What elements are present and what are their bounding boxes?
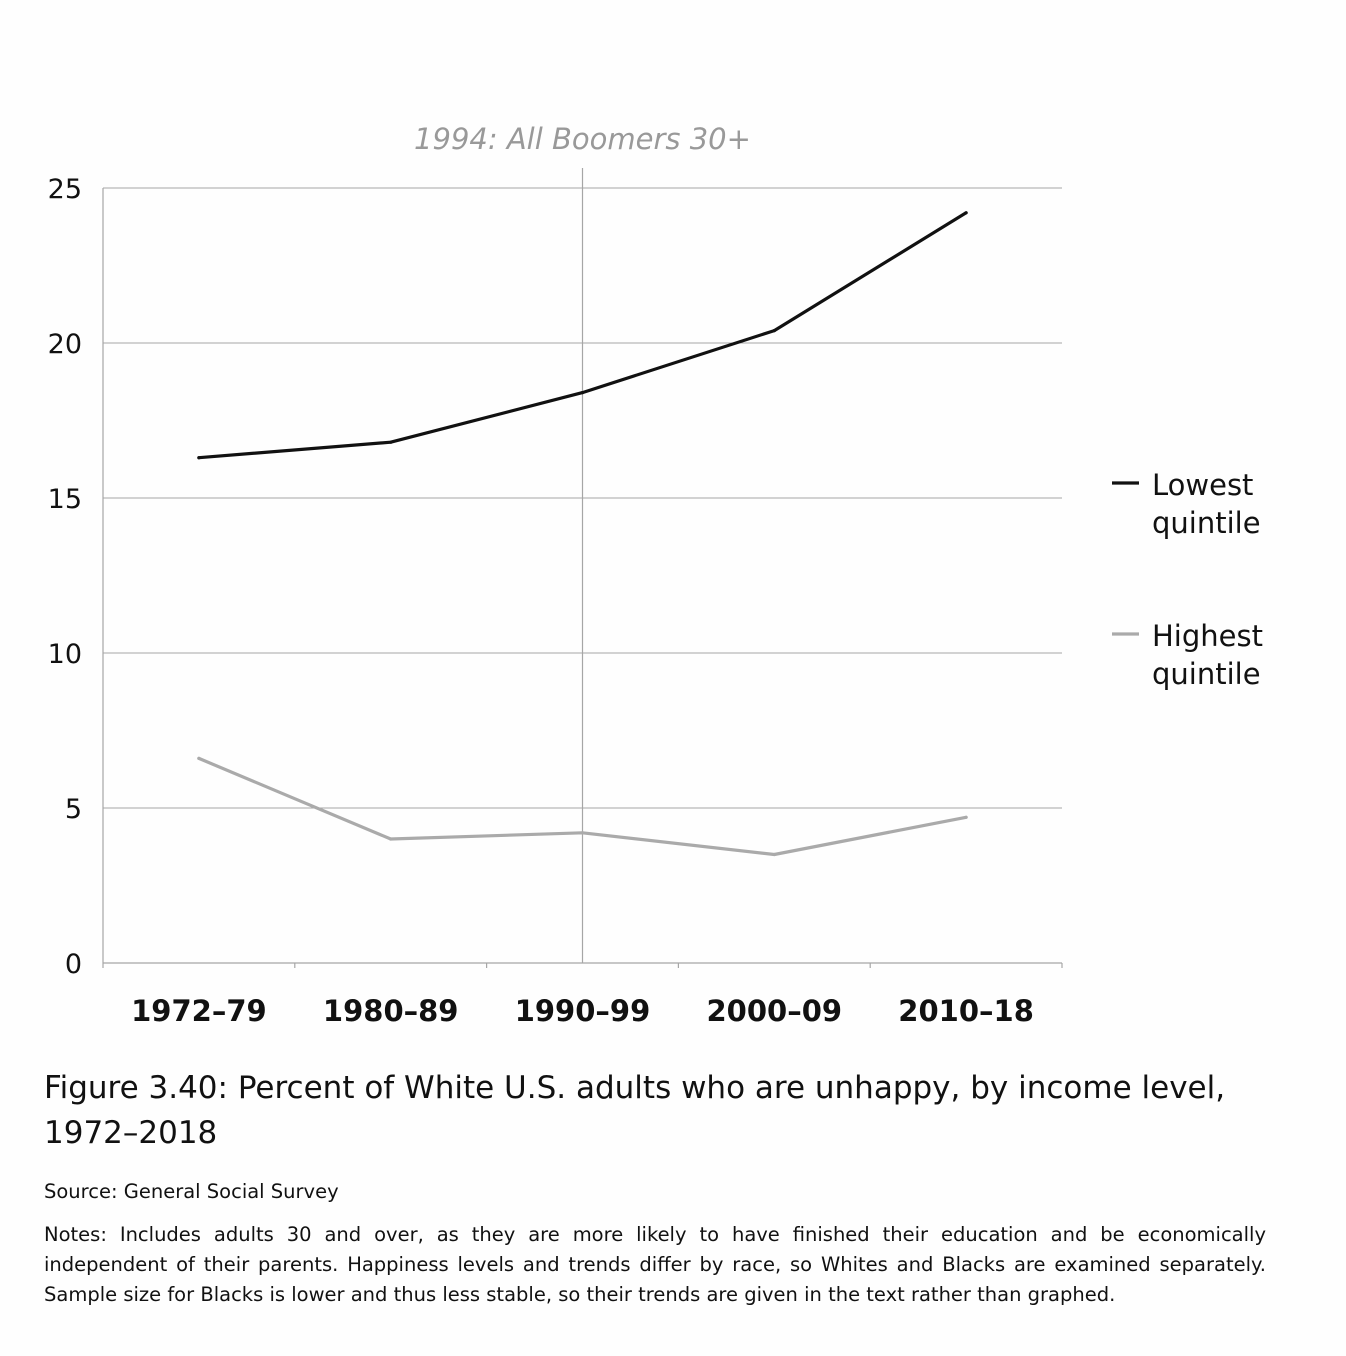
data-point-s1-0 (197, 756, 201, 761)
x-tick-label-4: 2010–18 (898, 994, 1034, 1028)
annotation: 1994: All Boomers 30+ (414, 122, 751, 963)
data-point-s1-4 (964, 815, 968, 819)
x-tick-labels: 1972–79 1980–89 1990–99 2000–09 2010–18 (131, 994, 1034, 1028)
data-point-s1-1 (389, 837, 393, 841)
chart: 0 5 10 15 20 25 1972–79 1980–89 1990–99 2000–09 2… (48, 122, 1263, 1028)
x-tick-label-3: 2000–09 (707, 994, 843, 1028)
series-lines (197, 211, 968, 857)
legend-label-0: Lowest quintile (1152, 468, 1261, 540)
data-point-s0-0 (197, 456, 201, 460)
y-tick-label-25: 25 (48, 174, 82, 205)
data-point-s0-3 (772, 329, 776, 333)
y-tick-label-0: 0 (65, 949, 82, 980)
y-tick-label-5: 5 (65, 794, 82, 825)
x-tick-label-0: 1972–79 (131, 994, 267, 1028)
legend-label-1: Highest quintile (1152, 619, 1263, 691)
data-point-s0-4 (964, 211, 968, 215)
data-point-s1-2 (580, 831, 585, 835)
data-point-s0-1 (389, 440, 393, 444)
y-tick-label-20: 20 (48, 329, 82, 360)
y-tick-labels: 0 5 10 15 20 25 (48, 174, 82, 980)
figure-caption: Figure 3.40: Percent of White U.S. adult… (44, 1070, 1226, 1151)
x-tick-label-1: 1980–89 (323, 994, 459, 1028)
data-point-s1-3 (772, 852, 776, 857)
legend: Lowest quintile Highest quintile (1112, 468, 1263, 691)
x-tick-label-2: 1990–99 (515, 994, 651, 1028)
y-tick-label-15: 15 (48, 484, 82, 515)
annotation-label: 1994: All Boomers 30+ (414, 122, 751, 156)
source-note: Source: General Social Survey (44, 1180, 339, 1203)
notes: Notes: Includes adults 30 and over, as t… (44, 1223, 1266, 1306)
y-tick-label-10: 10 (48, 639, 82, 670)
data-point-s0-2 (580, 391, 585, 395)
